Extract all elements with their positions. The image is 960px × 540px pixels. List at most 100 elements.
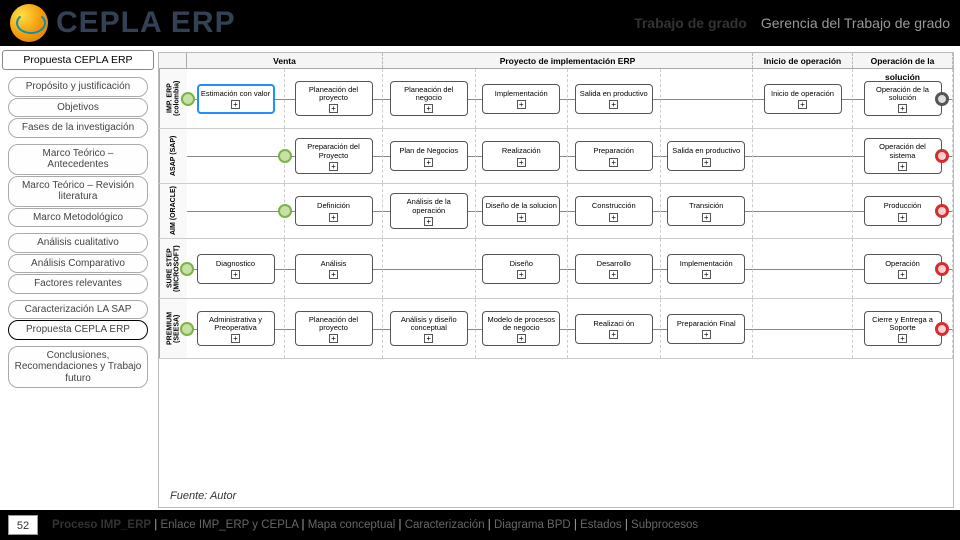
activity-box[interactable]: Preparación+ xyxy=(575,141,653,171)
breadcrumb-item[interactable]: Proceso IMP_ERP xyxy=(52,519,151,531)
sidebar-item[interactable]: Caracterización LA SAP xyxy=(8,300,148,320)
expand-icon[interactable]: + xyxy=(329,104,338,113)
activity-box[interactable]: Preparación del Proyecto+ xyxy=(295,138,373,174)
expand-icon[interactable]: + xyxy=(898,213,907,222)
expand-icon[interactable]: + xyxy=(424,334,433,343)
header-title-light: Gerencia del Trabajo de grado xyxy=(761,15,950,31)
start-event-icon xyxy=(181,92,195,106)
activity-box[interactable]: Definición+ xyxy=(295,196,373,226)
activity-box[interactable]: Construcción+ xyxy=(575,196,653,226)
expand-icon[interactable]: + xyxy=(517,158,526,167)
activity-box[interactable]: Operación+ xyxy=(864,254,942,284)
expand-icon[interactable]: + xyxy=(609,270,618,279)
sidebar-item[interactable]: Marco Metodológico xyxy=(8,208,148,228)
expand-icon[interactable]: + xyxy=(231,100,240,109)
sidebar: Propuesta CEPLA ERP Propósito y justific… xyxy=(0,46,156,508)
expand-icon[interactable]: + xyxy=(329,270,338,279)
expand-icon[interactable]: + xyxy=(517,213,526,222)
activity-box[interactable]: Operación del sistema+ xyxy=(864,138,942,174)
expand-icon[interactable]: + xyxy=(609,100,618,109)
sidebar-item[interactable]: Factores relevantes xyxy=(8,274,148,294)
breadcrumb-item[interactable]: Diagrama BPD xyxy=(494,519,571,531)
column-header: Inicio de operación xyxy=(753,53,853,68)
activity-box[interactable]: Operación de la solución+ xyxy=(864,81,942,117)
activity-box[interactable]: Planeación del proyecto+ xyxy=(295,81,373,117)
activity-box[interactable]: Análisis de la operación+ xyxy=(390,193,468,229)
activity-box[interactable]: Inicio de operación+ xyxy=(764,84,842,114)
sidebar-header: Propuesta CEPLA ERP xyxy=(2,50,154,70)
activity-box[interactable]: Desarrollo+ xyxy=(575,254,653,284)
activity-box[interactable]: Preparación Final+ xyxy=(667,314,745,344)
expand-icon[interactable]: + xyxy=(424,217,433,226)
activity-box[interactable]: Transición+ xyxy=(667,196,745,226)
expand-icon[interactable]: + xyxy=(329,162,338,171)
activity-box[interactable]: Planeación del proyecto+ xyxy=(295,311,373,347)
expand-icon[interactable]: + xyxy=(609,330,618,339)
activity-box[interactable]: Plan de Negocios+ xyxy=(390,141,468,171)
start-event-icon xyxy=(180,262,194,276)
expand-icon[interactable]: + xyxy=(898,104,907,113)
activity-box[interactable]: Administrativa y Preoperativa+ xyxy=(197,311,275,347)
activity-box[interactable]: Salida en productivo+ xyxy=(667,141,745,171)
activity-box[interactable]: Diagnostico+ xyxy=(197,254,275,284)
sidebar-item[interactable]: Marco Teórico – Revisión literatura xyxy=(8,176,148,207)
page-number: 52 xyxy=(8,515,38,535)
activity-box[interactable]: Producción+ xyxy=(864,196,942,226)
activity-box[interactable]: Análisis y diseño conceptual+ xyxy=(390,311,468,347)
breadcrumb: Proceso IMP_ERP | Enlace IMP_ERP y CEPLA… xyxy=(52,519,698,531)
sidebar-item[interactable]: Análisis cualitativo xyxy=(8,233,148,253)
column-header: Proyecto de implementación ERP xyxy=(383,53,753,68)
sidebar-item[interactable]: Análisis Comparativo xyxy=(8,254,148,274)
activity-box[interactable]: Salida en productivo+ xyxy=(575,84,653,114)
expand-icon[interactable]: + xyxy=(329,334,338,343)
expand-icon[interactable]: + xyxy=(609,213,618,222)
expand-icon[interactable]: + xyxy=(702,158,711,167)
lane-title: ASAP (SAP) xyxy=(159,129,187,183)
breadcrumb-item[interactable]: Estados xyxy=(580,519,622,531)
sidebar-item[interactable]: Propósito y justificación xyxy=(8,77,148,97)
breadcrumb-item[interactable]: Caracterización xyxy=(405,519,485,531)
sidebar-item[interactable]: Propuesta CEPLA ERP xyxy=(8,320,148,340)
expand-icon[interactable]: + xyxy=(517,334,526,343)
activity-box[interactable]: Diseño+ xyxy=(482,254,560,284)
expand-icon[interactable]: + xyxy=(517,100,526,109)
expand-icon[interactable]: + xyxy=(702,270,711,279)
sidebar-item[interactable]: Objetivos xyxy=(8,98,148,118)
activity-box[interactable]: Planeación del negocio+ xyxy=(390,81,468,117)
start-event-icon xyxy=(278,204,292,218)
expand-icon[interactable]: + xyxy=(329,213,338,222)
activity-box[interactable]: Modelo de procesos de negocio+ xyxy=(482,311,560,347)
activity-box[interactable]: Implementación+ xyxy=(667,254,745,284)
sidebar-item[interactable]: Fases de la investigación xyxy=(8,118,148,138)
activity-box[interactable]: Cierre y Entrega a Soporte+ xyxy=(864,311,942,347)
expand-icon[interactable]: + xyxy=(702,213,711,222)
activity-box[interactable]: Realización+ xyxy=(482,141,560,171)
expand-icon[interactable]: + xyxy=(231,270,240,279)
expand-icon[interactable]: + xyxy=(424,158,433,167)
expand-icon[interactable]: + xyxy=(798,100,807,109)
activity-box[interactable]: Implementación+ xyxy=(482,84,560,114)
expand-icon[interactable]: + xyxy=(702,330,711,339)
expand-icon[interactable]: + xyxy=(898,270,907,279)
breadcrumb-item[interactable]: Subprocesos xyxy=(631,519,698,531)
activity-box[interactable]: Realizaci ón+ xyxy=(575,314,653,344)
end-event-icon xyxy=(935,204,949,218)
footer-bar: 52 Proceso IMP_ERP | Enlace IMP_ERP y CE… xyxy=(0,510,960,540)
activity-box[interactable]: Análisis+ xyxy=(295,254,373,284)
header-titles: Trabajo de grado Gerencia del Trabajo de… xyxy=(634,15,950,31)
column-header: Operación de la solución xyxy=(853,53,953,68)
expand-icon[interactable]: + xyxy=(231,334,240,343)
start-event-icon xyxy=(278,149,292,163)
activity-box[interactable]: Diseño de la solucion+ xyxy=(482,196,560,226)
sidebar-item[interactable]: Marco Teórico – Antecedentes xyxy=(8,144,148,175)
expand-icon[interactable]: + xyxy=(898,162,907,171)
expand-icon[interactable]: + xyxy=(424,104,433,113)
breadcrumb-item[interactable]: Enlace IMP_ERP y CEPLA xyxy=(160,519,298,531)
breadcrumb-item[interactable]: Mapa conceptual xyxy=(308,519,396,531)
activity-box[interactable]: Estimación con valor+ xyxy=(197,84,275,114)
expand-icon[interactable]: + xyxy=(517,270,526,279)
expand-icon[interactable]: + xyxy=(609,158,618,167)
expand-icon[interactable]: + xyxy=(898,334,907,343)
sidebar-item[interactable]: Conclusiones, Recomendaciones y Trabajo … xyxy=(8,346,148,389)
end-event-icon xyxy=(935,92,949,106)
